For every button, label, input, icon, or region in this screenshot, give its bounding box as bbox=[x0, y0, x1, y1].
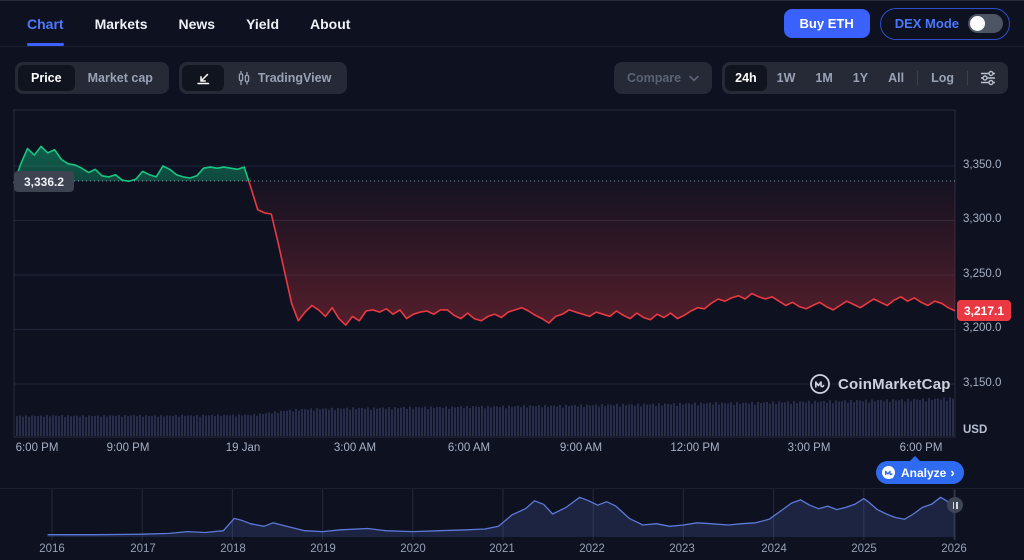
x-axis-label: 9:00 PM bbox=[106, 442, 150, 454]
analyze-button[interactable]: Analyze › bbox=[876, 461, 964, 484]
tradingview-label: TradingView bbox=[257, 71, 332, 85]
chart-type-switch: TradingView bbox=[178, 62, 348, 94]
coinmarketcap-logo-icon bbox=[810, 374, 830, 394]
y-axis-label: 3,200.0 bbox=[963, 322, 1002, 334]
year-label: 2026 bbox=[941, 543, 967, 555]
currency-label: USD bbox=[963, 424, 988, 436]
line-chart-icon bbox=[197, 73, 210, 85]
y-axis-label: 3,150.0 bbox=[963, 377, 1002, 389]
timeframe-switch: 24h 1W 1M 1Y All Log bbox=[722, 62, 1008, 94]
tab-markets[interactable]: Markets bbox=[94, 15, 148, 32]
grip-icon bbox=[956, 501, 958, 509]
x-axis-label: 6:00 PM bbox=[15, 442, 59, 454]
tradingview-tab[interactable]: TradingView bbox=[224, 65, 344, 91]
grip-icon bbox=[952, 501, 954, 509]
year-label: 2021 bbox=[489, 543, 515, 555]
compare-label: Compare bbox=[626, 71, 682, 85]
top-divider bbox=[0, 0, 1024, 1]
watermark-text: CoinMarketCap bbox=[838, 375, 951, 393]
x-axis-label: 3:00 PM bbox=[787, 442, 831, 454]
analyze-chat-icon bbox=[882, 466, 895, 479]
chevron-down-icon bbox=[689, 75, 699, 82]
x-axis-label: 19 Jan bbox=[225, 442, 261, 454]
y-axis-label: 3,250.0 bbox=[963, 268, 1002, 280]
buy-eth-button[interactable]: Buy ETH bbox=[783, 9, 870, 38]
year-label: 2022 bbox=[579, 543, 605, 555]
x-axis-label: 6:00 PM bbox=[899, 442, 943, 454]
tab-yield[interactable]: Yield bbox=[246, 15, 279, 32]
tab-about[interactable]: About bbox=[310, 15, 351, 32]
top-nav: Chart Markets News Yield About Buy ETH D… bbox=[0, 1, 1024, 47]
tab-chart[interactable]: Chart bbox=[27, 1, 64, 46]
y-axis-label: 3,300.0 bbox=[963, 213, 1002, 225]
dex-mode-toggle[interactable] bbox=[968, 14, 1003, 33]
x-axis-label: 12:00 PM bbox=[670, 442, 720, 454]
previous-close-badge: 3,336.2 bbox=[14, 171, 75, 192]
analyze-label: Analyze bbox=[901, 465, 947, 480]
x-axis-label: 3:00 AM bbox=[333, 442, 377, 454]
nav-actions: Buy ETH DEX Mode bbox=[783, 7, 1010, 40]
y-axis-label: 3,350.0 bbox=[963, 159, 1002, 171]
year-label: 2016 bbox=[39, 543, 65, 555]
chart-settings-button[interactable] bbox=[971, 65, 1005, 91]
compare-button[interactable]: Compare bbox=[613, 62, 713, 94]
toggle-knob bbox=[970, 16, 985, 31]
year-label: 2023 bbox=[669, 543, 695, 555]
divider bbox=[967, 71, 968, 85]
chevron-right-icon: › bbox=[950, 465, 955, 480]
range-1w[interactable]: 1W bbox=[776, 71, 796, 85]
year-label: 2024 bbox=[761, 543, 787, 555]
year-label: 2017 bbox=[130, 543, 156, 555]
price-tab[interactable]: Price bbox=[18, 65, 75, 91]
candlestick-icon bbox=[238, 71, 250, 85]
analyze-control: Analyze › bbox=[876, 456, 964, 484]
range-1y[interactable]: 1Y bbox=[852, 71, 869, 85]
range-24h[interactable]: 24h bbox=[725, 65, 767, 91]
x-axis-label: 9:00 AM bbox=[559, 442, 603, 454]
dex-mode-label: DEX Mode bbox=[894, 16, 959, 31]
coinmarketcap-watermark: CoinMarketCap bbox=[809, 373, 951, 395]
chart-toolbar: Price Market cap TradingView Compare bbox=[15, 62, 1008, 94]
range-all[interactable]: All bbox=[888, 71, 905, 85]
dex-mode-control[interactable]: DEX Mode bbox=[879, 7, 1010, 40]
tab-news[interactable]: News bbox=[178, 15, 216, 32]
year-label: 2018 bbox=[220, 543, 246, 555]
divider bbox=[917, 71, 919, 85]
sliders-icon bbox=[981, 70, 995, 86]
range-1m[interactable]: 1M bbox=[815, 71, 833, 85]
analyze-pointer bbox=[909, 456, 921, 462]
range-slider-handle[interactable] bbox=[947, 497, 963, 513]
last-price-badge: 3,217.1 bbox=[957, 300, 1012, 321]
x-axis-label: 6:00 AM bbox=[447, 442, 491, 454]
price-marketcap-switch: Price Market cap bbox=[15, 62, 169, 94]
line-chart-tab[interactable] bbox=[181, 65, 224, 91]
log-scale-toggle[interactable]: Log bbox=[931, 71, 954, 85]
year-label: 2020 bbox=[400, 543, 426, 555]
year-label: 2019 bbox=[310, 543, 336, 555]
year-label: 2025 bbox=[851, 543, 877, 555]
market-cap-tab[interactable]: Market cap bbox=[87, 71, 153, 85]
range-selector[interactable]: 2016 2017 2018 2019 2020 2021 2022 2023 … bbox=[0, 488, 1024, 560]
